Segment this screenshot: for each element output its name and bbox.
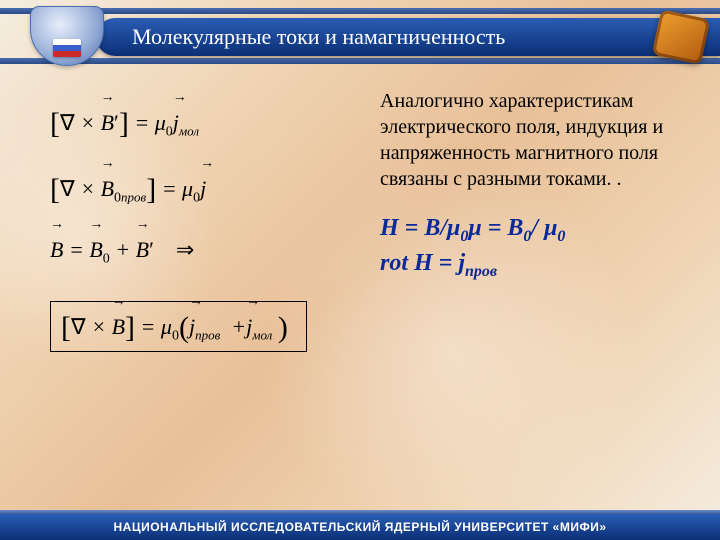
equation-4: [∇ × B] = μ0(jпров +jмол ) — [61, 308, 288, 344]
university-emblem-icon — [30, 6, 104, 66]
explanatory-paragraph: Аналогично характеристикам электрическог… — [380, 88, 690, 192]
header-stripe-top — [0, 8, 720, 14]
content-area: [∇ × B′] = μ0jмол [∇ × B0пров] = μ0j B =… — [0, 84, 720, 512]
equations-column: [∇ × B′] = μ0jмол [∇ × B0пров] = μ0j B =… — [50, 104, 350, 352]
header: Молекулярные токи и намагниченность — [0, 0, 720, 72]
title-bar: Молекулярные токи и намагниченность — [96, 18, 720, 56]
equation-1: [∇ × B′] = μ0jмол — [50, 104, 350, 140]
footer-text: НАЦИОНАЛЬНЫЙ ИССЛЕДОВАТЕЛЬСКИЙ ЯДЕРНЫЙ У… — [113, 520, 606, 534]
slide-title: Молекулярные токи и намагниченность — [132, 24, 505, 50]
blue-equation-1: H = B/μ0μ = B0/ μ0 — [380, 212, 690, 247]
equation-2: [∇ × B0пров] = μ0j — [50, 170, 350, 206]
cube-logo-icon — [652, 9, 710, 64]
blue-equation-2: rot H = jпров — [380, 247, 690, 282]
russian-flag-icon — [53, 39, 81, 57]
text-column: Аналогично характеристикам электрическог… — [380, 88, 690, 283]
equation-3: B = B0 + B′ ⇒ — [50, 237, 350, 267]
equation-4-box: [∇ × B] = μ0(jпров +jмол ) — [50, 301, 307, 351]
header-stripe-bottom — [0, 58, 720, 64]
footer: НАЦИОНАЛЬНЫЙ ИССЛЕДОВАТЕЛЬСКИЙ ЯДЕРНЫЙ У… — [0, 514, 720, 540]
